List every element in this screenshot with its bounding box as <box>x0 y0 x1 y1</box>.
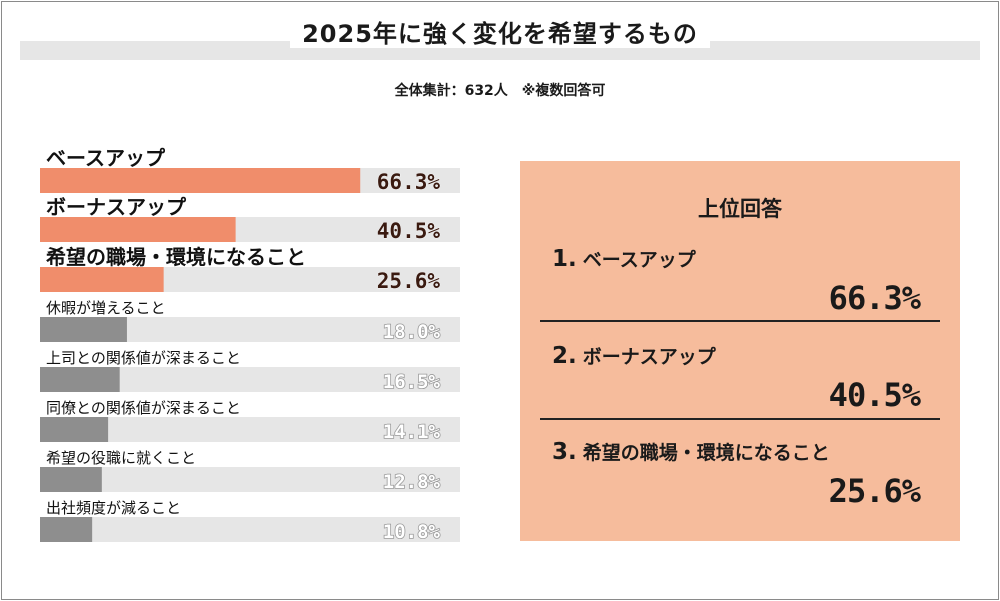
bar <box>40 267 164 292</box>
value-label: 14.1% <box>383 421 441 443</box>
rank-divider <box>540 418 940 420</box>
rank-2-label: 2. ボーナスアップ <box>552 343 716 369</box>
bar-track <box>40 517 460 542</box>
bar <box>40 517 93 542</box>
bar <box>40 168 361 193</box>
rank-3-label: 3. 希望の職場・環境になること <box>552 439 830 465</box>
rank-3-value: 25.6% <box>828 472 921 510</box>
category-label: 希望の職場・環境になること <box>46 245 306 269</box>
rank-divider <box>540 320 940 322</box>
value-label: 18.0% <box>383 321 441 343</box>
value-label: 25.6% <box>377 269 441 293</box>
bar <box>40 217 236 242</box>
panel-title: 上位回答 <box>698 197 782 221</box>
rank-1-label: 1. ベースアップ <box>552 246 696 272</box>
bar <box>40 467 102 492</box>
value-label: 16.5% <box>383 371 441 393</box>
category-label: 上司との関係値が深まること <box>46 349 241 367</box>
category-label: 出社頻度が減ること <box>46 499 181 517</box>
category-label: ベースアップ <box>46 146 166 170</box>
category-label: 休暇が増えること <box>46 299 166 317</box>
bar <box>40 317 127 342</box>
value-label: 12.8% <box>383 471 441 493</box>
value-label: 66.3% <box>377 170 441 194</box>
title-band <box>20 41 980 60</box>
bar-track <box>40 467 460 492</box>
top-answers-panel: 上位回答 1. ベースアップ 66.3% 2. ボーナスアップ 40.5% 3. 希望… <box>520 161 960 541</box>
rank-1-value: 66.3% <box>828 279 921 317</box>
value-label: 10.8% <box>383 521 441 543</box>
category-label: 同僚との関係値が深まること <box>46 399 241 417</box>
bar <box>40 367 120 392</box>
rank-2-value: 40.5% <box>828 376 921 414</box>
category-label: ボーナスアップ <box>46 195 187 219</box>
bar <box>40 417 109 442</box>
chart-title: 2025年に強く変化を希望するもの <box>0 14 1000 49</box>
category-label: 希望の役職に就くこと <box>46 449 196 467</box>
bar-track <box>40 417 460 442</box>
value-label: 40.5% <box>377 219 441 243</box>
chart-subtitle: 全体集計：632人 ※複数回答可 <box>394 83 606 99</box>
